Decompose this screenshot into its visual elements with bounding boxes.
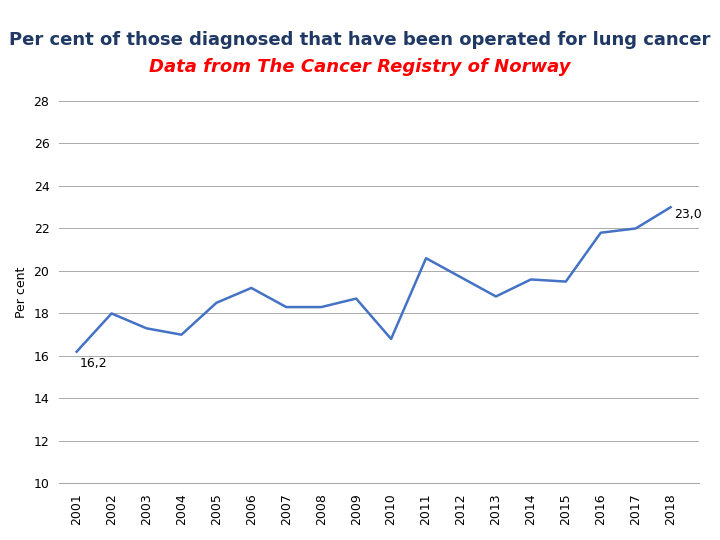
Text: 23,0: 23,0 xyxy=(674,208,702,221)
Text: 16,2: 16,2 xyxy=(80,356,108,369)
Y-axis label: Per cent: Per cent xyxy=(15,267,28,318)
Text: Data from The Cancer Registry of Norway: Data from The Cancer Registry of Norway xyxy=(149,58,571,76)
Text: Per cent of those diagnosed that have been operated for lung cancer: Per cent of those diagnosed that have be… xyxy=(9,31,711,49)
